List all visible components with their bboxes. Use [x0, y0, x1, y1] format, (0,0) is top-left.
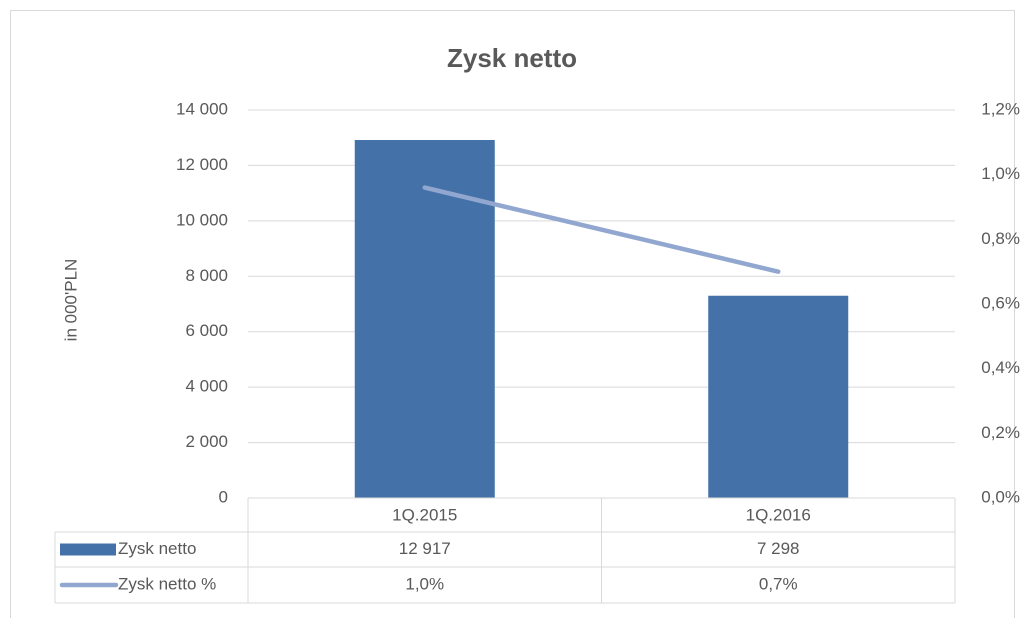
y-tick-label: 10 000 [176, 210, 228, 229]
legend-label: Zysk netto [118, 539, 196, 558]
y2-tick-label: 0,2% [981, 423, 1020, 442]
legend-label: Zysk netto % [118, 574, 216, 593]
legend-key [60, 543, 116, 556]
y2-tick-label: 0,0% [981, 487, 1020, 506]
chart-border [10, 10, 1015, 618]
table-value: 1,0% [405, 574, 444, 593]
y-tick-label: 4 000 [185, 377, 228, 396]
chart-title: Zysk netto [447, 43, 577, 73]
y-axis-label: in 000'PLN [61, 259, 80, 342]
y-tick-label: 0 [219, 487, 228, 506]
bar [354, 140, 495, 498]
y2-tick-label: 0,8% [981, 229, 1020, 248]
x-tick-label: 1Q.2016 [746, 505, 811, 524]
x-tick-label: 1Q.2015 [392, 505, 457, 524]
table-value: 0,7% [759, 574, 798, 593]
y-tick-label: 14 000 [176, 99, 228, 118]
table-value: 12 917 [399, 539, 451, 558]
y-tick-label: 6 000 [185, 321, 228, 340]
y2-tick-label: 1,2% [981, 99, 1020, 118]
line [422, 185, 781, 274]
y2-tick-label: 0,4% [981, 358, 1020, 377]
y-tick-label: 2 000 [185, 432, 228, 451]
y2-tick-label: 0,6% [981, 293, 1020, 312]
table-value: 7 298 [757, 539, 800, 558]
y-tick-label: 8 000 [185, 266, 228, 285]
y2-tick-label: 1,0% [981, 164, 1020, 183]
bar [708, 295, 849, 498]
y-tick-label: 12 000 [176, 155, 228, 174]
